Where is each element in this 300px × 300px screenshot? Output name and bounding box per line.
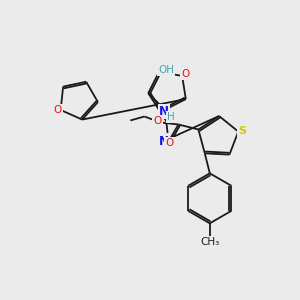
- Text: N: N: [159, 105, 169, 118]
- Text: O: O: [153, 116, 161, 127]
- Text: O: O: [165, 139, 173, 148]
- Text: O: O: [54, 105, 62, 115]
- Text: OH: OH: [158, 65, 174, 75]
- Text: H: H: [167, 112, 175, 122]
- Text: S: S: [238, 126, 246, 136]
- Text: O: O: [181, 69, 189, 79]
- Text: CH₃: CH₃: [200, 237, 219, 247]
- Text: N: N: [159, 135, 169, 148]
